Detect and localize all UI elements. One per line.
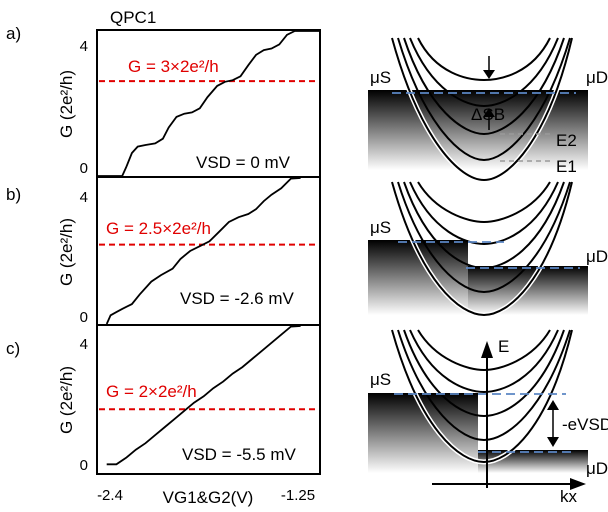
subband-curve xyxy=(397,37,571,162)
subband-curve xyxy=(391,181,573,317)
subband-curve xyxy=(397,329,571,442)
delta-sb-label: ΔSB xyxy=(471,105,505,124)
panel-a-letter: a) xyxy=(6,24,21,43)
diagram-bottom: μS μD E kx -eVSD xyxy=(368,329,608,506)
mu-s-label: μS xyxy=(370,218,391,237)
bias-arrow-head-up xyxy=(547,400,559,410)
subband-curve xyxy=(409,181,559,246)
panel-a-reference-label: G = 3×2e²/h xyxy=(128,57,219,76)
panel-c-ytick-0: 0 xyxy=(80,457,88,474)
k-axis-arrowhead xyxy=(570,478,586,490)
energy-axis-label: E xyxy=(498,337,509,356)
diagram-top-gradient xyxy=(368,90,588,170)
x-tick-left: -2.4 xyxy=(97,487,123,504)
energy-axis-arrowhead xyxy=(481,341,493,358)
panel-b-annotation: VSD = -2.6 mV xyxy=(180,289,295,308)
subband-curve xyxy=(417,329,551,372)
mu-d-label: μD xyxy=(586,68,608,87)
bias-label: -eVSD xyxy=(562,415,608,434)
e2-label: E2 xyxy=(556,131,577,150)
diagram-top: μS μD ΔSB E2 E1 xyxy=(368,37,608,183)
panel-c-ytick-4: 4 xyxy=(80,336,88,353)
gap-arrow-top-head xyxy=(483,70,495,79)
gap-arrow-bottom-head xyxy=(483,108,495,117)
diagram-middle: μS μD xyxy=(368,181,608,318)
diagram-middle-gradient-drain xyxy=(468,266,588,315)
subband-curve xyxy=(417,181,551,224)
panel-c-letter: c) xyxy=(6,339,20,358)
panel-b: b) 4 0 G (2e²/h) G = 2.5×2e²/h VSD = -2.… xyxy=(6,176,321,326)
x-axis-label: VG1&G2(V) xyxy=(163,488,254,507)
bias-arrow-head-down xyxy=(547,437,559,447)
subband-curve xyxy=(409,329,559,394)
subband-curve xyxy=(409,37,559,108)
panel-a-curve xyxy=(97,30,319,177)
panel-a-annotation: VSD = 0 mV xyxy=(196,153,291,172)
x-tick-right: -1.25 xyxy=(281,487,315,504)
mu-s-label: μS xyxy=(370,370,391,389)
panel-b-ytick-0: 0 xyxy=(80,309,88,326)
subband-curve xyxy=(403,37,565,136)
subband-curve xyxy=(403,329,565,418)
e1-label: E1 xyxy=(556,157,577,176)
panel-a-ytick-4: 4 xyxy=(80,38,88,55)
panel-c: c) 4 0 G (2e²/h) G = 2×2e²/h VSD = -5.5 … xyxy=(6,324,321,507)
panel-b-letter: b) xyxy=(6,185,21,204)
panel-a-ytick-0: 0 xyxy=(80,160,88,177)
k-axis-label: kx xyxy=(560,487,578,506)
panel-b-ytick-4: 4 xyxy=(80,189,88,206)
mu-d-label: μD xyxy=(586,459,608,478)
panel-c-frame xyxy=(96,324,321,475)
panel-a: a) QPC1 4 0 G (2e²/h) G = 3×2e²/h VSD = … xyxy=(6,8,321,178)
panel-a-title: QPC1 xyxy=(110,8,156,27)
subband-curve xyxy=(417,37,551,82)
panel-c-annotation: VSD = -5.5 mV xyxy=(182,445,297,464)
panel-c-reference-label: G = 2×2e²/h xyxy=(106,382,197,401)
panel-a-ylabel: G (2e²/h) xyxy=(57,70,76,138)
subband-curve xyxy=(397,181,571,294)
panel-b-reference-label: G = 2.5×2e²/h xyxy=(106,219,211,238)
panel-c-ylabel: G (2e²/h) xyxy=(57,366,76,434)
panel-b-ylabel: G (2e²/h) xyxy=(57,218,76,286)
panel-c-curve xyxy=(106,325,301,466)
subband-curve xyxy=(391,329,573,464)
subband-curve xyxy=(391,37,573,182)
panel-b-curve xyxy=(105,177,301,325)
mu-s-label: μS xyxy=(370,68,391,87)
mu-d-label: μD xyxy=(586,247,608,266)
